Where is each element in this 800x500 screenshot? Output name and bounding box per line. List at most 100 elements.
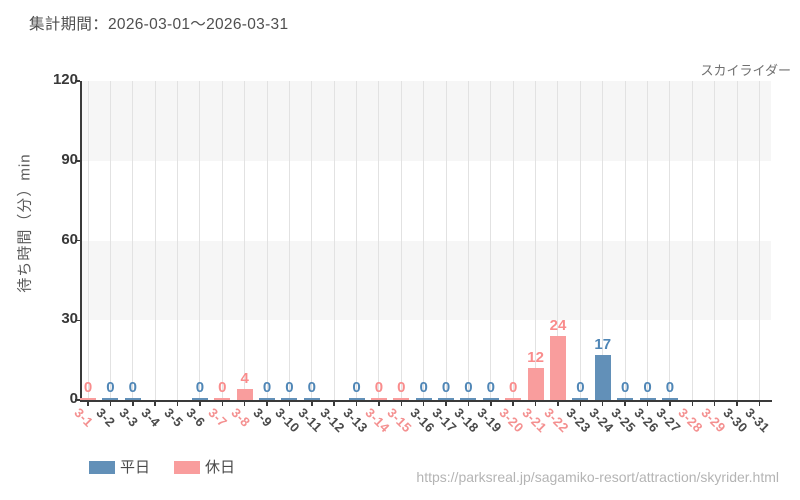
bar-3-21 [527,368,544,400]
x-tick-label-3-9: 3-9 [250,405,276,430]
x-tick-label-3-29: 3-29 [698,405,729,436]
x-tick-mark [624,401,626,406]
bar-3-3 [124,397,141,400]
x-tick-mark [445,401,447,406]
x-tick-label-3-25: 3-25 [608,405,639,436]
x-tick-mark [490,401,492,406]
bar-value-label-3-24: 17 [594,335,612,353]
vertical-gridline [557,81,559,400]
x-tick-mark [534,401,537,406]
x-tick-label-3-31: 3-31 [742,405,774,436]
x-tick-mark [736,401,738,406]
bar-value-label-3-16: 0 [419,378,428,396]
aggregation-period-title: 集計期間：2026-03-01～2026-03-31 [29,16,289,33]
bar-value-label-3-6: 0 [195,378,205,396]
bar-value-label-3-10: 0 [285,378,294,396]
vertical-gridline [467,81,469,400]
holiday-legend-label: 休日 [205,459,236,476]
bar-value-label-3-25: 0 [620,378,630,396]
vertical-gridline [758,81,760,400]
vertical-gridline [87,81,89,400]
x-tick-mark [758,401,761,406]
vertical-gridline [445,81,447,400]
x-tick-mark [713,401,716,406]
bar-value-label-3-18: 0 [464,378,473,396]
x-tick-label-3-13: 3-13 [339,405,371,436]
bar-3-27 [661,397,678,400]
y-tick-label-90: 90 [61,150,78,168]
vertical-gridline [647,81,648,400]
vertical-gridline [400,81,402,400]
bar-value-label-3-20: 0 [509,378,518,396]
bar-value-label-3-8: 4 [240,370,249,388]
x-tick-label-3-15: 3-15 [384,405,416,436]
bar-3-23 [572,397,589,400]
bar-3-9 [259,397,276,400]
bar-value-label-3-22: 24 [549,317,567,335]
bar-value-label-3-7: 0 [218,378,227,396]
vertical-gridline [132,81,134,400]
bar-3-10 [281,397,298,400]
y-tick-mark [75,160,80,162]
vertical-gridline [512,81,514,400]
bar-3-17 [438,397,455,400]
x-tick-mark [109,401,112,406]
bar-value-label-3-21: 12 [527,349,544,367]
bar-value-label-3-13: 0 [352,378,361,396]
vertical-gridline [669,81,671,400]
y-tick-label-30: 30 [61,310,78,328]
x-tick-mark [288,401,291,406]
bar-3-16 [415,397,432,400]
x-tick-label-3-24: 3-24 [586,405,617,436]
x-tick-label-3-6: 3-6 [183,405,209,430]
x-tick-mark [355,401,358,406]
x-tick-label-3-10: 3-10 [272,405,304,436]
vertical-gridline [624,81,626,400]
y-tick-mark [75,319,80,321]
y-tick-label-0: 0 [69,390,78,407]
vertical-gridline [177,81,179,400]
x-tick-mark [243,401,246,406]
y-axis-spine [80,81,82,402]
bar-3-26 [639,397,656,400]
x-tick-label-3-12: 3-12 [317,405,348,436]
bar-value-label-3-27: 0 [665,378,675,396]
attraction-name-label: スカイライダー [700,63,791,78]
x-tick-mark [266,401,268,406]
bar-value-label-3-15: 0 [397,378,406,396]
x-tick-mark [669,401,671,406]
x-tick-label-3-8: 3-8 [228,405,254,430]
x-tick-label-3-4: 3-4 [138,405,164,430]
bar-3-8 [236,389,253,400]
x-tick-label-3-28: 3-28 [675,405,707,436]
bar-value-label-3-11: 0 [307,378,316,396]
bar-value-label-3-9: 0 [262,378,272,396]
x-tick-mark [579,401,582,406]
x-tick-mark [422,401,425,406]
x-tick-mark [154,401,156,406]
x-tick-label-3-5: 3-5 [160,405,186,430]
y-tick-mark [75,399,80,401]
x-tick-mark [557,401,559,406]
vertical-gridline [109,81,111,400]
y-tick-mark [75,80,80,82]
x-tick-label-3-7: 3-7 [205,405,231,430]
bar-3-18 [460,397,477,400]
x-axis-spine [80,400,772,402]
bar-value-label-3-19: 0 [486,378,495,396]
bar-3-2 [102,397,119,400]
x-tick-mark [512,401,514,406]
vertical-gridline [423,81,425,400]
y-tick-label-60: 60 [61,230,78,248]
vertical-gridline [356,81,358,400]
vertical-gridline [714,81,716,400]
vertical-gridline [736,81,738,400]
x-tick-mark [691,401,693,406]
bar-3-13 [348,397,365,400]
bar-value-label-3-1: 0 [83,378,93,396]
bar-3-22 [549,336,566,400]
vertical-gridline [691,81,693,400]
bar-value-label-3-26: 0 [643,378,652,396]
x-tick-mark [646,401,649,406]
